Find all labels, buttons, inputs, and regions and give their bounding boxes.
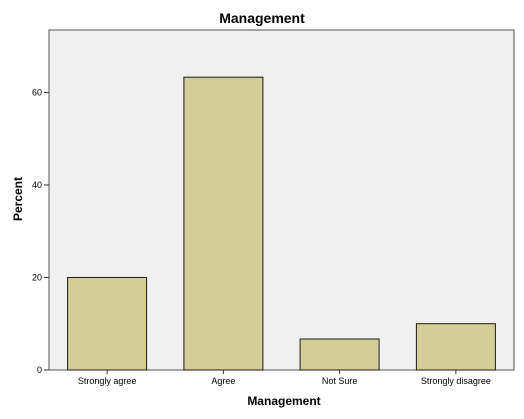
x-tick-label: Not Sure	[322, 376, 358, 386]
x-tick-label: Strongly agree	[78, 376, 137, 386]
x-tick-label: Strongly disagree	[421, 376, 491, 386]
x-axis-label: Management	[247, 394, 320, 408]
y-axis-ticks: 0 20 40 60	[32, 87, 49, 375]
y-tick-label: 0	[37, 365, 42, 375]
bar-agree	[183, 76, 264, 371]
bar-strongly-agree	[67, 277, 148, 371]
y-tick-label: 20	[32, 272, 42, 282]
y-tick-label: 60	[32, 87, 42, 97]
y-tick-label: 40	[32, 180, 42, 190]
bar-strongly-disagree	[415, 323, 496, 371]
x-tick-label: Agree	[211, 376, 235, 386]
x-axis-ticks: Strongly agree Agree Not Sure Strongly disa…	[78, 370, 491, 386]
bars-group	[67, 76, 496, 371]
chart-title: Management	[219, 10, 305, 26]
bar-not-sure	[299, 338, 380, 371]
y-axis-label: Percent	[11, 177, 25, 221]
